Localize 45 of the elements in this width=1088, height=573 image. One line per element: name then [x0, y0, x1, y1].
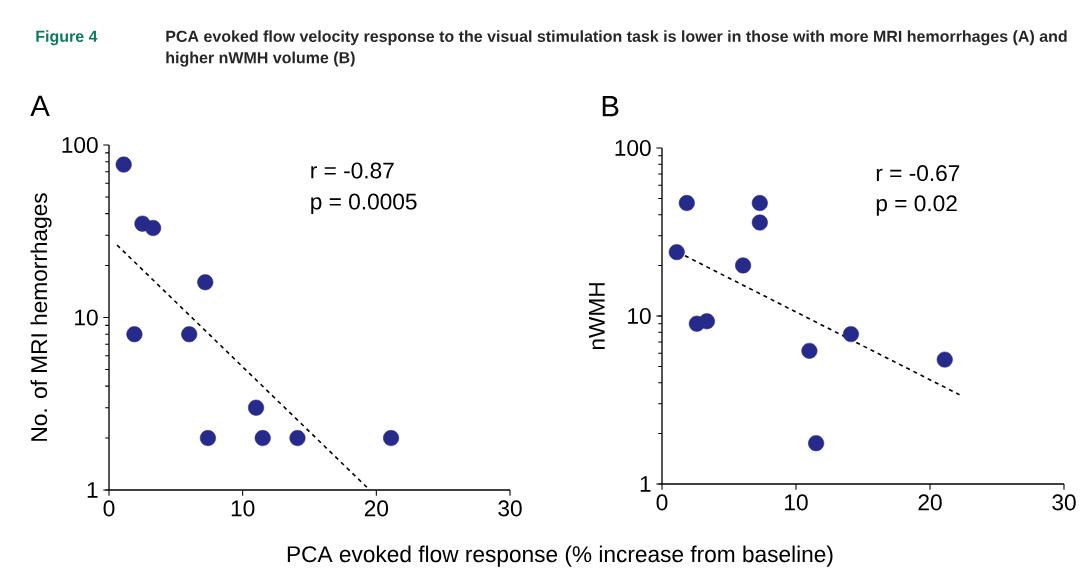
- point: [698, 313, 715, 330]
- annotation: r = -0.67: [876, 165, 960, 182]
- point: [808, 435, 825, 452]
- x-tick-label: 20: [364, 500, 389, 517]
- point: [936, 351, 953, 368]
- point: [801, 342, 818, 359]
- chart-title: A: [30, 95, 50, 117]
- x-tick-label: 30: [1052, 494, 1076, 511]
- caption: Figure 4: [36, 30, 98, 46]
- y-tick-label: 10: [628, 307, 651, 325]
- chart-title: B: [602, 96, 619, 117]
- annotation: r = -0.87: [311, 162, 394, 179]
- y-tick-label: 100: [615, 139, 651, 157]
- text: PCA evoked flow velocity response to the visual stimulation task is lower in those with more MRI hemorrhages (A) and higher nWMH volume (B): [166, 30, 1067, 67]
- x-tick-label: 30: [498, 500, 522, 517]
- point: [197, 274, 214, 291]
- annotation: p = 0.0005: [311, 193, 417, 215]
- point: [751, 214, 768, 231]
- x-tick-label: 10: [231, 500, 255, 517]
- y-axis-title: No. of MRI hemorrhages: [30, 193, 52, 441]
- y-tick-label: 100: [62, 136, 98, 154]
- annotation: p = 0.02: [876, 195, 957, 216]
- x-axis-title: PCA evoked flow response (% increase from baseline): [287, 545, 833, 567]
- x-tick-label: 20: [918, 494, 942, 511]
- x-tick-label: 0: [103, 500, 115, 517]
- point: [751, 195, 768, 212]
- point: [735, 257, 752, 274]
- point: [115, 156, 132, 173]
- point: [145, 220, 162, 237]
- point: [383, 430, 400, 447]
- point: [678, 195, 695, 212]
- x-tick-label: 10: [785, 494, 808, 511]
- point: [668, 244, 685, 261]
- point: [842, 326, 859, 343]
- y-tick-label: 1: [640, 476, 651, 492]
- point: [289, 430, 306, 447]
- point: [248, 399, 265, 416]
- y-axis-title: nWMH: [589, 283, 605, 350]
- point: [199, 430, 216, 447]
- point: [126, 326, 143, 343]
- y-tick-label: 10: [75, 309, 98, 326]
- y-tick-label: 1: [87, 482, 98, 498]
- point: [254, 430, 271, 447]
- point: [181, 326, 198, 343]
- x-tick-label: 0: [656, 494, 668, 511]
